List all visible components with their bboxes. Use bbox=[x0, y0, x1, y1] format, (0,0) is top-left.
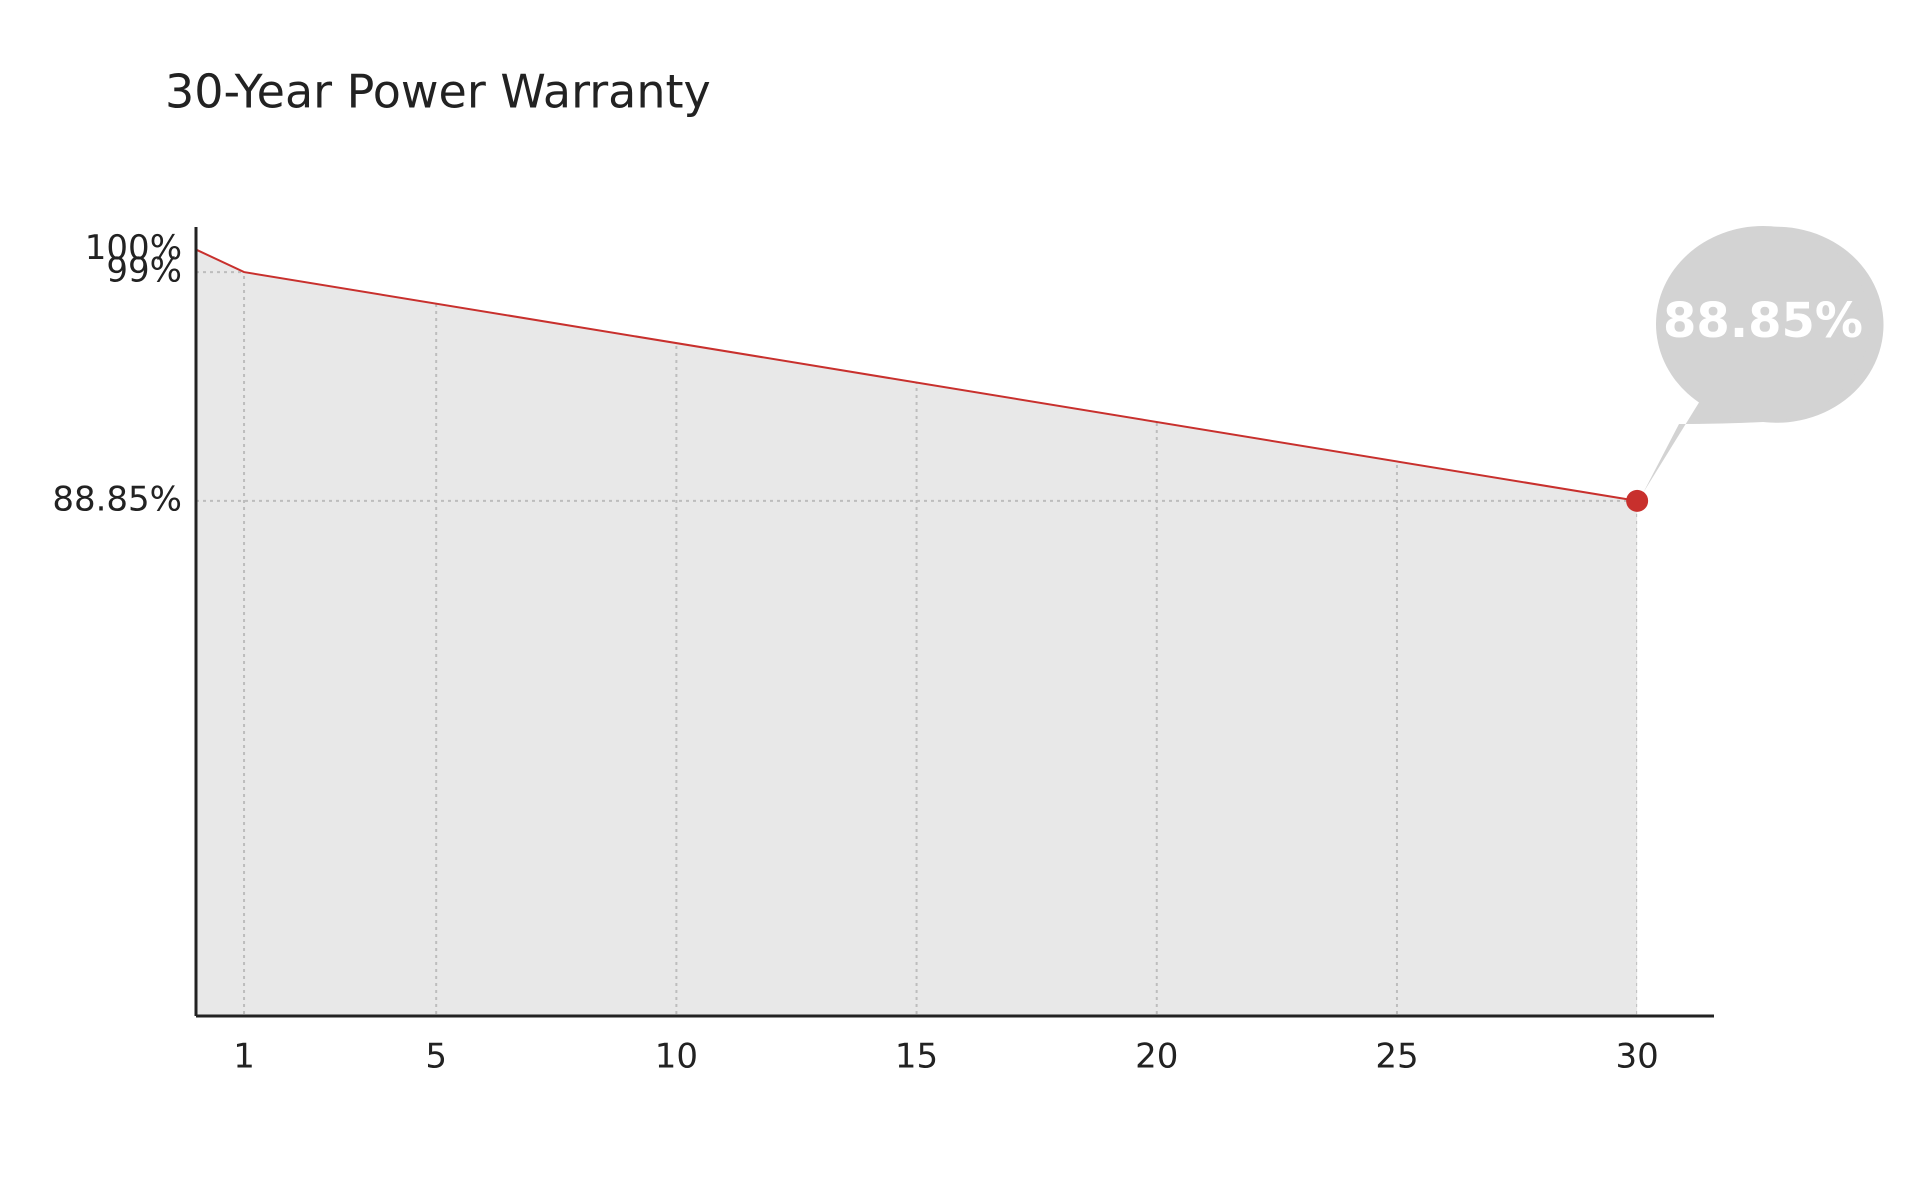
x-tick-label: 1 bbox=[233, 1037, 255, 1077]
chart-title: 30-Year Power Warranty bbox=[165, 65, 711, 119]
callout-bubble bbox=[1656, 226, 1870, 422]
y-tick-label: 88.85% bbox=[52, 479, 182, 519]
x-tick-label: 10 bbox=[655, 1037, 698, 1077]
x-tick-label: 5 bbox=[425, 1037, 447, 1077]
x-tick-label: 15 bbox=[895, 1037, 938, 1077]
x-tick-label: 20 bbox=[1135, 1037, 1178, 1077]
x-tick-label: 25 bbox=[1375, 1037, 1418, 1077]
annotation: 88.85% bbox=[1663, 293, 1863, 349]
y-tick-label: 99% bbox=[106, 251, 182, 291]
point bbox=[1626, 489, 1649, 512]
line bbox=[195, 248, 1638, 502]
area bbox=[196, 249, 1638, 1017]
y-tick-label: 100% bbox=[85, 228, 182, 268]
x-tick-label: 30 bbox=[1616, 1037, 1659, 1077]
